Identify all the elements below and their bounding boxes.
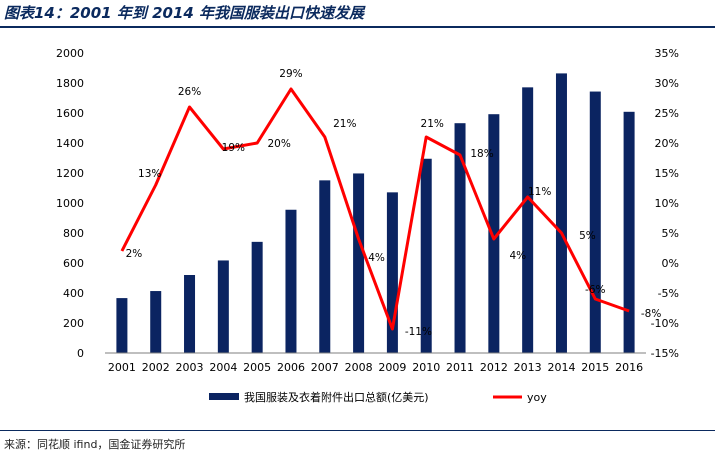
source-note: 来源：同花顺 ifind，国金证券研究所 — [4, 438, 186, 451]
left-tick-label: 600 — [63, 257, 84, 270]
bar — [217, 260, 229, 353]
right-tick-label: 0% — [662, 257, 679, 270]
yoy-data-label: -6% — [585, 284, 605, 296]
yoy-data-label: 18% — [470, 148, 493, 160]
right-tick-label: 25% — [655, 107, 679, 120]
legend: 我国服装及衣着附件出口总额(亿美元) yoy — [209, 390, 547, 404]
yoy-data-label: 19% — [222, 142, 245, 154]
yoy-data-label: 4% — [510, 250, 527, 262]
data-labels: 2% 13% 26% 19% 20% 29% 21% 4% -11% 21% 18% 4% 11% 5% -… — [126, 68, 662, 338]
footer-rule — [0, 430, 715, 431]
legend-line-label: yoy — [527, 391, 547, 404]
yoy-data-label: 5% — [579, 230, 596, 242]
bar — [589, 91, 601, 354]
right-tick-label: -5% — [658, 287, 679, 300]
right-tick-label: 30% — [655, 77, 679, 90]
legend-bar-label: 我国服装及衣着附件出口总额(亿美元) — [244, 390, 429, 404]
x-tick-label: 2012 — [480, 361, 508, 374]
right-tick-label: 5% — [662, 227, 679, 240]
yoy-data-label: -8% — [641, 308, 661, 320]
x-tick-label: 2008 — [345, 361, 373, 374]
left-tick-label: 1800 — [56, 77, 84, 90]
yoy-data-label: 21% — [421, 118, 444, 130]
bar — [285, 209, 297, 353]
right-tick-label: -10% — [651, 317, 679, 330]
yoy-data-label: 4% — [368, 252, 385, 264]
right-tick-label: 20% — [655, 137, 679, 150]
x-tick-label: 2014 — [547, 361, 575, 374]
x-tick-label: 2009 — [378, 361, 406, 374]
bar — [150, 291, 162, 353]
x-tick-label: 2013 — [514, 361, 542, 374]
bar — [353, 173, 365, 353]
bars — [116, 73, 635, 354]
legend-bar-swatch — [209, 393, 239, 400]
bar — [116, 298, 128, 353]
right-tick-label: 10% — [655, 197, 679, 210]
yoy-data-label: 20% — [267, 138, 290, 150]
yoy-data-label: -11% — [405, 326, 432, 338]
left-tick-label: 400 — [63, 287, 84, 300]
left-tick-label: 1400 — [56, 137, 84, 150]
yoy-line — [120, 87, 630, 331]
yoy-data-label: 29% — [279, 68, 302, 80]
export-chart: 0 200 400 600 800 1000 1200 1400 1600 1800 2000 -1… — [56, 47, 679, 404]
x-tick-label: 2005 — [243, 361, 271, 374]
right-tick-label: 35% — [655, 47, 679, 60]
bar — [420, 158, 432, 353]
bar — [251, 241, 263, 353]
yoy-data-label: 21% — [333, 118, 356, 130]
left-tick-label: 2000 — [56, 47, 84, 60]
bar — [319, 180, 331, 353]
bar — [454, 123, 466, 353]
left-tick-label: 1000 — [56, 197, 84, 210]
bar — [488, 114, 500, 353]
left-tick-label: 0 — [77, 347, 84, 360]
x-tick-label: 2011 — [446, 361, 474, 374]
yoy-data-label: 11% — [528, 186, 551, 198]
yoy-series-line — [120, 87, 630, 331]
yoy-data-label: 2% — [126, 248, 143, 260]
x-tick-label: 2015 — [581, 361, 609, 374]
x-tick-label: 2006 — [277, 361, 305, 374]
title-rule — [0, 26, 715, 28]
yoy-data-label: 13% — [138, 168, 161, 180]
x-axis: 2001 2002 2003 2004 2005 2006 2007 2008 2009 2010… — [105, 352, 646, 374]
bar — [386, 192, 398, 353]
x-tick-label: 2007 — [311, 361, 339, 374]
left-tick-label: 1200 — [56, 167, 84, 180]
right-tick-label: 15% — [655, 167, 679, 180]
bar — [184, 275, 196, 353]
right-axis: -15% -10% -5% 0% 5% 10% 15% 20% 25% 30% 35% — [651, 47, 679, 360]
x-tick-label: 2002 — [142, 361, 170, 374]
x-tick-label: 2010 — [412, 361, 440, 374]
bar — [522, 87, 534, 353]
x-tick-label: 2004 — [209, 361, 237, 374]
x-tick-label: 2003 — [176, 361, 204, 374]
left-tick-label: 1600 — [56, 107, 84, 120]
left-tick-label: 800 — [63, 227, 84, 240]
left-tick-label: 200 — [63, 317, 84, 330]
bar — [623, 111, 635, 353]
right-tick-label: -15% — [651, 347, 679, 360]
x-tick-label: 2001 — [108, 361, 136, 374]
x-tick-label: 2016 — [615, 361, 643, 374]
yoy-data-label: 26% — [178, 86, 201, 98]
figure-title: 图表14：2001 年到 2014 年我国服装出口快速发展 — [4, 4, 365, 22]
left-axis: 0 200 400 600 800 1000 1200 1400 1600 1800 2000 — [56, 47, 84, 360]
bar — [555, 73, 567, 354]
